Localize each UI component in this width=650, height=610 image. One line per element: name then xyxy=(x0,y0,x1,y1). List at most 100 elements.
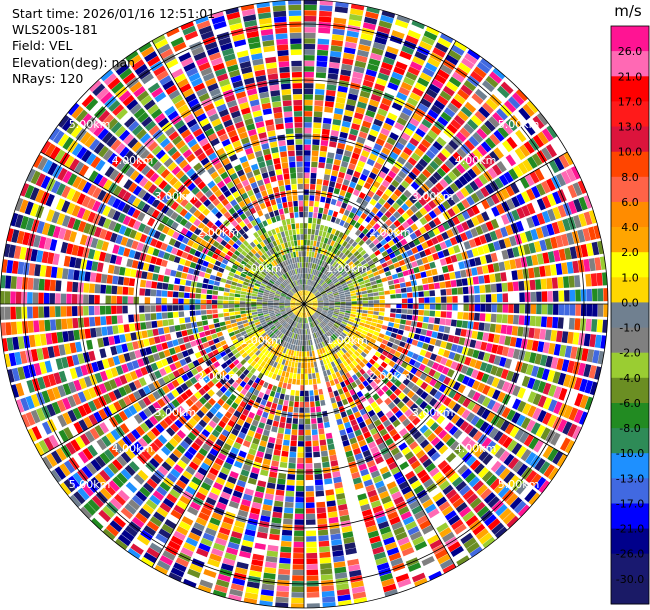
velocity-gate xyxy=(431,331,438,338)
velocity-gate xyxy=(257,309,263,312)
velocity-gate xyxy=(328,187,334,193)
velocity-gate xyxy=(491,314,497,323)
velocity-gate xyxy=(482,333,489,342)
velocity-gate xyxy=(317,378,321,384)
velocity-gate xyxy=(206,295,212,300)
velocity-gate xyxy=(362,294,368,297)
velocity-gate xyxy=(320,146,327,152)
velocity-gate xyxy=(372,319,378,323)
velocity-gate xyxy=(379,308,385,312)
velocity-gate xyxy=(280,394,285,400)
velocity-gate xyxy=(290,395,295,401)
velocity-gate xyxy=(167,312,173,318)
velocity-gate xyxy=(587,304,593,316)
velocity-gate xyxy=(281,456,288,462)
velocity-gate xyxy=(405,281,411,286)
velocity-gate xyxy=(433,276,439,283)
velocity-gate xyxy=(382,282,388,287)
velocity-gate xyxy=(279,563,291,569)
velocity-gate xyxy=(29,263,36,275)
velocity-gate xyxy=(474,286,480,294)
velocity-gate xyxy=(326,381,331,387)
velocity-gate xyxy=(313,446,320,452)
velocity-gate xyxy=(575,290,581,302)
velocity-gate xyxy=(279,558,291,564)
velocity-gate xyxy=(145,306,151,313)
velocity-gate xyxy=(294,531,304,537)
velocity-gate xyxy=(44,306,50,317)
velocity-gate xyxy=(570,290,576,302)
velocity-gate xyxy=(168,319,174,325)
velocity-gate xyxy=(293,553,304,559)
velocity-gate xyxy=(44,279,50,291)
velocity-gate xyxy=(311,229,315,235)
velocity-gate xyxy=(231,281,237,286)
velocity-gate xyxy=(162,305,168,311)
velocity-gate xyxy=(346,302,351,304)
velocity-gate xyxy=(420,272,426,278)
velocity-gate xyxy=(305,368,308,373)
velocity-gate xyxy=(340,308,346,310)
velocity-gate xyxy=(424,297,430,303)
velocity-gate xyxy=(316,241,320,247)
velocity-gate xyxy=(306,491,314,497)
velocity-gate xyxy=(90,328,97,338)
velocity-gate xyxy=(173,292,179,298)
velocity-gate xyxy=(178,338,185,345)
velocity-gate xyxy=(573,332,580,344)
velocity-gate xyxy=(213,286,219,291)
velocity-gate xyxy=(309,346,312,352)
velocity-gate xyxy=(289,452,296,458)
velocity-gate xyxy=(240,301,245,304)
velocity-gate xyxy=(575,304,581,316)
velocity-gate xyxy=(147,330,154,338)
velocity-gate xyxy=(91,518,103,530)
velocity-gate xyxy=(119,334,126,343)
velocity-gate xyxy=(298,430,304,435)
velocity-gate xyxy=(315,395,320,401)
velocity-gate xyxy=(318,530,328,536)
velocity-gate xyxy=(363,307,369,310)
velocity-gate xyxy=(276,597,289,603)
velocity-gate xyxy=(351,307,356,310)
velocity-gate xyxy=(39,279,45,291)
velocity-gate xyxy=(383,286,389,291)
velocity-gate xyxy=(436,304,441,310)
velocity-gate xyxy=(57,332,64,343)
velocity-gate xyxy=(452,296,458,303)
velocity-gate xyxy=(396,267,403,273)
velocity-gate xyxy=(378,316,384,320)
velocity-gate xyxy=(328,375,333,381)
velocity-gate xyxy=(5,322,11,335)
velocity-gate xyxy=(379,296,385,300)
velocity-gate xyxy=(11,322,17,335)
velocity-gate xyxy=(507,282,513,291)
velocity-gate xyxy=(437,333,444,340)
velocity-gate xyxy=(395,319,401,324)
velocity-gate xyxy=(162,320,168,327)
velocity-gate xyxy=(306,463,313,469)
velocity-gate xyxy=(430,304,435,310)
velocity-gate xyxy=(199,271,205,277)
velocity-gate xyxy=(323,208,328,214)
velocity-gate xyxy=(312,373,316,379)
velocity-gate xyxy=(251,299,256,302)
velocity-gate xyxy=(164,327,170,334)
velocity-gate xyxy=(265,389,271,395)
velocity-gate xyxy=(276,591,289,597)
velocity-gate xyxy=(281,388,286,394)
velocity-gate xyxy=(235,311,241,315)
velocity-gate xyxy=(327,438,334,444)
velocity-gate xyxy=(536,292,542,302)
velocity-gate xyxy=(304,139,311,144)
velocity-gate xyxy=(212,305,217,309)
velocity-gate xyxy=(551,330,558,341)
velocity-gate xyxy=(176,271,183,278)
velocity-gate xyxy=(308,229,312,235)
velocity-gate xyxy=(296,379,300,385)
velocity-gate xyxy=(278,574,290,580)
velocity-gate xyxy=(319,230,323,236)
velocity-gate xyxy=(366,317,372,321)
velocity-gate xyxy=(280,417,286,423)
velocity-gate xyxy=(62,331,69,342)
